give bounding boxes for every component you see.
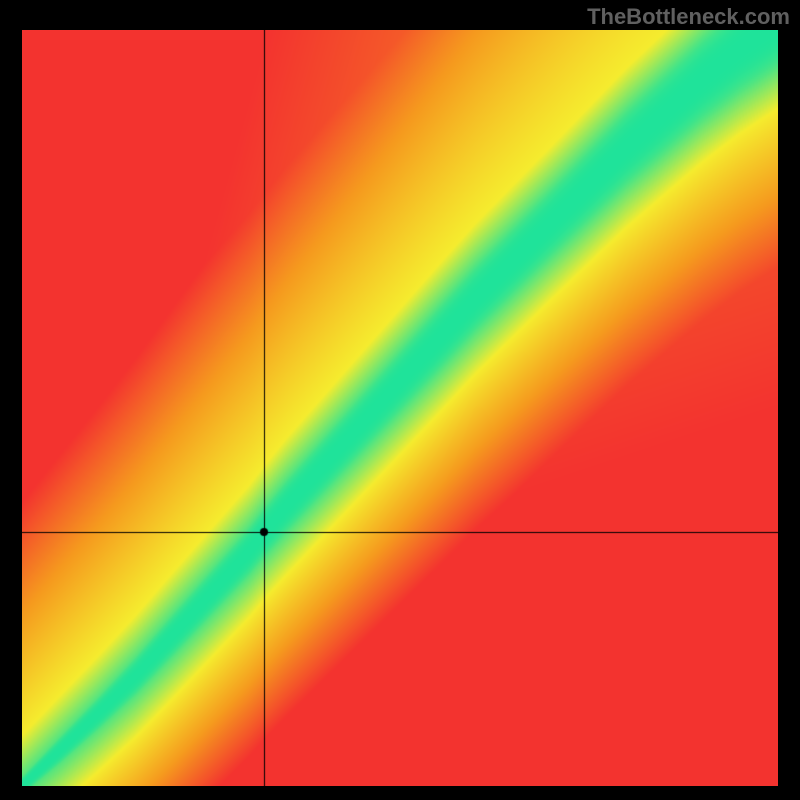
watermark-text: TheBottleneck.com	[587, 4, 790, 30]
heatmap-canvas	[22, 30, 778, 786]
chart-container: TheBottleneck.com	[0, 0, 800, 800]
heatmap-wrap	[22, 30, 778, 786]
